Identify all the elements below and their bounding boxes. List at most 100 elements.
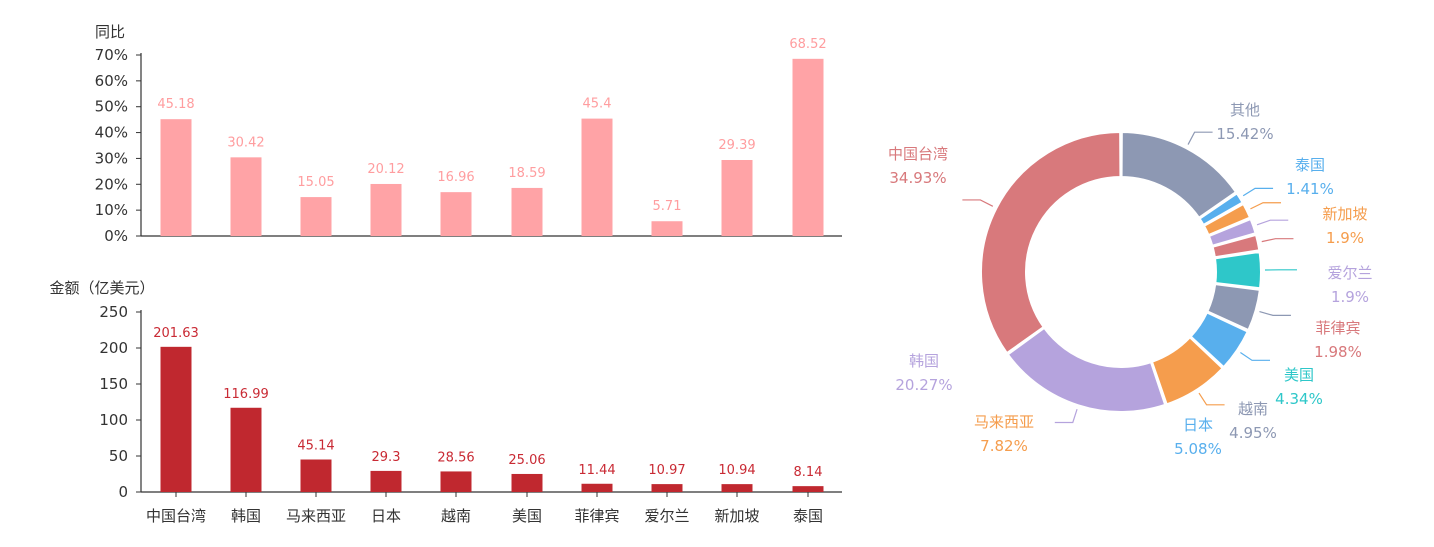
donut-slice-percent: 1.98% [1314, 343, 1362, 361]
bottom-chart-data-label: 29.3 [372, 450, 401, 465]
donut-slice-label: 菲律宾 [1315, 319, 1360, 337]
bottom-chart-data-label: 201.63 [153, 326, 199, 341]
top-chart-y-tick-label: 70% [95, 46, 128, 64]
top-chart-bar [300, 197, 332, 236]
top-chart-data-label: 20.12 [367, 162, 404, 177]
top-chart-data-label: 5.71 [653, 199, 682, 214]
bottom-chart-bar [792, 486, 824, 492]
donut-slice-label: 日本 [1183, 416, 1213, 434]
donut-slice-label: 中国台湾 [888, 145, 948, 163]
donut-slice [980, 130, 1122, 355]
bottom-chart-data-label: 11.44 [578, 463, 615, 478]
bottom-chart-x-tick-label: 新加坡 [714, 507, 759, 525]
bottom-chart-data-label: 45.14 [297, 438, 334, 453]
bottom-chart-bar [511, 473, 543, 492]
bottom-chart-bar [721, 484, 753, 492]
top-chart-bar [581, 118, 613, 236]
bottom-chart-y-tick-label: 200 [99, 339, 128, 357]
top-chart-bar [230, 157, 262, 236]
bottom-chart-bar [581, 483, 613, 492]
bottom-chart-x-tick-label: 中国台湾 [146, 507, 206, 525]
bottom-chart-x-tick-label: 泰国 [793, 507, 823, 525]
top-chart-data-label: 16.96 [437, 170, 474, 185]
top-chart-data-label: 30.42 [227, 135, 264, 150]
donut-slice-label: 其他 [1230, 101, 1260, 119]
bottom-chart-x-tick-label: 马来西亚 [286, 507, 346, 525]
donut-slice [1198, 192, 1244, 227]
bottom-chart-x-tick-label: 越南 [441, 507, 471, 525]
bottom-chart-data-label: 10.97 [648, 463, 685, 478]
donut-slice-percent: 7.82% [980, 437, 1028, 455]
donut-leader-line [1198, 392, 1225, 406]
donut-slice-percent: 1.9% [1331, 288, 1369, 306]
bottom-chart-x-tick-label: 日本 [371, 507, 401, 525]
bottom-chart-data-label: 116.99 [223, 387, 269, 402]
donut-leader-line [1250, 202, 1282, 210]
donut-slice [1150, 335, 1225, 406]
donut-slice-percent: 20.27% [895, 376, 952, 394]
donut-slice-percent: 15.42% [1216, 125, 1273, 143]
bottom-chart-data-label: 25.06 [508, 453, 545, 468]
top-chart-ylabel: 同比 [95, 23, 125, 41]
donut-slice-percent: 1.9% [1326, 229, 1364, 247]
donut-leader-line [1259, 310, 1291, 316]
bottom-chart-data-label: 28.56 [437, 450, 474, 465]
bottom-chart-y-tick-label: 100 [99, 411, 128, 429]
bottom-chart-data-label: 10.94 [718, 463, 755, 478]
donut-slice [1211, 233, 1261, 259]
top-chart-data-label: 68.52 [789, 37, 826, 52]
donut-leader-line [1256, 219, 1289, 226]
top-chart-y-tick-label: 0% [104, 227, 128, 245]
donut-leader-line [1187, 131, 1213, 145]
donut-slice-label: 爱尔兰 [1327, 264, 1372, 282]
top-chart-y-tick-label: 60% [95, 72, 128, 90]
donut-slice-percent: 34.93% [889, 169, 946, 187]
bottom-chart-bar [370, 470, 402, 492]
top-chart-bar [721, 160, 753, 236]
donut-slice [1202, 202, 1252, 237]
bottom-chart-x-tick-label: 韩国 [231, 507, 261, 525]
top-chart-bar [370, 183, 402, 236]
donut-slice-label: 韩国 [909, 352, 939, 370]
donut-slice-percent: 4.95% [1229, 424, 1277, 442]
top-chart-y-tick-label: 50% [95, 98, 128, 116]
donut-slice-label: 泰国 [1295, 156, 1325, 174]
bottom-chart-x-tick-label: 美国 [512, 507, 542, 525]
bottom-chart-bar [230, 407, 262, 492]
top-chart-bar [160, 119, 192, 236]
donut-leader-line [962, 199, 994, 207]
top-chart-bar [651, 221, 683, 236]
donut-slice-label: 新加坡 [1322, 205, 1367, 223]
bottom-chart-x-tick-label: 爱尔兰 [644, 507, 689, 525]
donut-slice [1120, 130, 1238, 220]
top-chart-data-label: 45.4 [583, 97, 612, 112]
donut-slice [1006, 326, 1167, 413]
top-chart-bar [440, 192, 472, 236]
donut-slice [1207, 217, 1257, 247]
top-chart-y-tick-label: 10% [95, 201, 128, 219]
bottom-chart-x-tick-label: 菲律宾 [574, 507, 619, 525]
top-chart-y-tick-label: 40% [95, 124, 128, 142]
bottom-chart-bar [300, 459, 332, 492]
donut-leader-line [1242, 187, 1274, 197]
donut-slice-label: 马来西亚 [974, 413, 1034, 431]
top-chart-bar [511, 187, 543, 236]
donut-slice-percent: 5.08% [1174, 440, 1222, 458]
top-chart-bar [792, 58, 824, 236]
donut-slice-label: 越南 [1238, 400, 1268, 418]
donut-leader-line [1261, 238, 1294, 243]
donut-slice [1189, 311, 1250, 369]
bottom-chart-bar [651, 484, 683, 492]
bottom-chart-y-tick-label: 0 [118, 483, 128, 501]
bottom-chart-y-tick-label: 50 [109, 447, 128, 465]
donut-slice-percent: 1.41% [1286, 180, 1334, 198]
donut-slice [1206, 283, 1261, 332]
top-chart-y-tick-label: 30% [95, 149, 128, 167]
donut-slice-percent: 4.34% [1275, 390, 1323, 408]
top-chart-data-label: 15.05 [297, 175, 334, 190]
top-chart-data-label: 29.39 [718, 138, 755, 153]
top-chart-data-label: 18.59 [508, 166, 545, 181]
bottom-chart-data-label: 8.14 [794, 465, 823, 480]
donut-leader-line [1240, 351, 1271, 361]
